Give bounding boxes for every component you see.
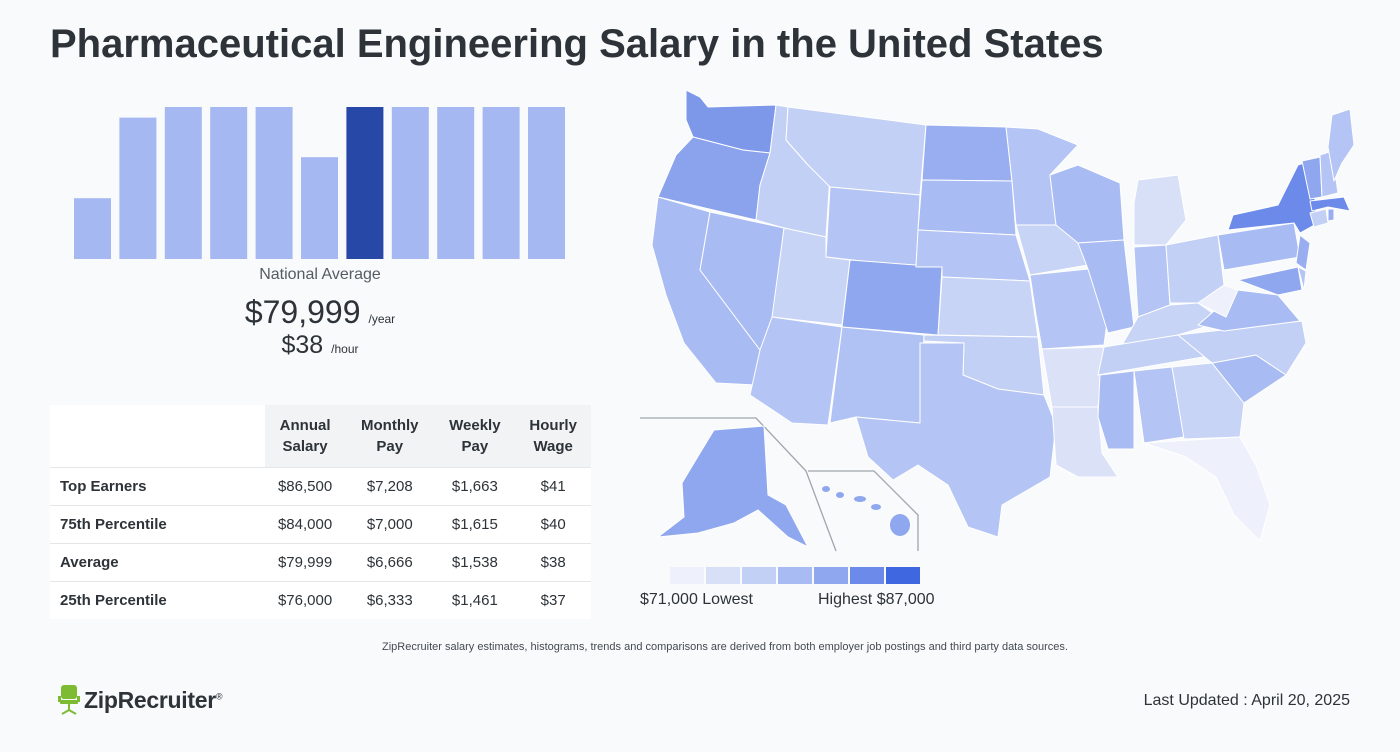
national-average-hourly: $38/hour: [50, 331, 590, 360]
table-header-blank: [50, 405, 265, 468]
histogram-bar: [255, 107, 293, 259]
state-florida: [1143, 436, 1271, 542]
histogram-bar-highlight: [346, 107, 384, 259]
salary-histogram: [74, 107, 565, 259]
state-kansas: [937, 276, 1039, 338]
cell-monthly: $7,000: [345, 505, 435, 544]
state-illinois: [1077, 239, 1135, 334]
cell-monthly: $6,333: [345, 581, 435, 619]
histogram-bar: [528, 107, 565, 259]
state-north-dakota: [921, 124, 1013, 182]
state-connecticut: [1309, 208, 1329, 228]
table-row: Average $79,999 $6,666 $1,538 $38: [50, 543, 591, 582]
state-rhode-island: [1327, 208, 1335, 222]
state-mississippi: [1097, 370, 1135, 450]
legend-swatch: [850, 567, 884, 584]
histogram-bar: [119, 117, 157, 259]
histogram-bar: [301, 157, 338, 259]
annual-value: $79,999: [244, 294, 361, 330]
cell-annual: $86,500: [265, 467, 346, 506]
cell-weekly: $1,615: [434, 505, 516, 544]
histogram-bar: [482, 107, 520, 259]
annual-unit: /year: [368, 312, 396, 326]
national-average-annual: $79,999/year: [50, 294, 590, 331]
state-new-jersey: [1295, 234, 1311, 271]
state-maryland: [1237, 266, 1303, 296]
state-hawaii: [822, 486, 910, 536]
hourly-value: $38: [281, 331, 324, 359]
header-annual-salary: Annual Salary: [265, 405, 346, 468]
cell-hourly: $38: [515, 543, 591, 582]
legend-swatch: [814, 567, 848, 584]
table-header-row: Annual Salary Monthly Pay Weekly Pay Hourly…: [50, 405, 591, 468]
legend-high-label: Highest $87,000: [818, 591, 935, 608]
chair-icon: [58, 685, 80, 715]
state-south-dakota: [917, 179, 1017, 236]
state-new-mexico: [829, 326, 925, 424]
cell-annual: $79,999: [265, 543, 346, 582]
row-label: 25th Percentile: [50, 581, 265, 619]
state-texas: [855, 342, 1057, 538]
row-label: 75th Percentile: [50, 505, 265, 544]
header-weekly-pay: Weekly Pay: [434, 405, 516, 468]
state-west-virginia: [1197, 284, 1239, 318]
legend-low-label: $71,000 Lowest: [640, 591, 753, 608]
histogram-bar: [210, 107, 248, 259]
legend-swatch: [670, 567, 704, 584]
state-colorado: [841, 259, 943, 336]
histogram-bar: [437, 107, 475, 259]
legend-swatch: [778, 567, 812, 584]
legend-swatch: [742, 567, 776, 584]
page-title: Pharmaceutical Engineering Salary in the…: [50, 22, 1104, 66]
us-salary-map: [640, 89, 1355, 552]
cell-hourly: $41: [515, 467, 591, 506]
hawaii-inset-border: [808, 470, 919, 551]
state-wyoming: [825, 186, 921, 268]
state-maine: [1327, 108, 1355, 182]
histogram-bar: [164, 107, 202, 259]
cell-hourly: $37: [515, 581, 591, 619]
state-michigan: [1133, 174, 1187, 246]
hourly-unit: /hour: [331, 342, 359, 356]
table-row: 75th Percentile $84,000 $7,000 $1,615 $4…: [50, 505, 591, 544]
state-north-carolina: [1177, 320, 1307, 376]
cell-monthly: $6,666: [345, 543, 435, 582]
state-georgia: [1171, 362, 1245, 440]
cell-monthly: $7,208: [345, 467, 435, 506]
legend-swatch: [886, 567, 920, 584]
header-monthly-pay: Monthly Pay: [345, 405, 435, 468]
state-indiana: [1133, 244, 1171, 318]
state-delaware: [1297, 266, 1307, 291]
cell-annual: $84,000: [265, 505, 346, 544]
national-average-label: National Average: [259, 266, 381, 283]
table-row: Top Earners $86,500 $7,208 $1,663 $41: [50, 467, 591, 506]
map-legend: [670, 567, 920, 584]
alaska-inset-border: [640, 417, 837, 552]
state-arkansas: [1041, 346, 1105, 408]
header-hourly-wage: Hourly Wage: [515, 405, 591, 468]
ziprecruiter-logo[interactable]: ZipRecruiter®: [58, 683, 223, 717]
legend-swatch: [706, 567, 740, 584]
cell-annual: $76,000: [265, 581, 346, 619]
table-row: 25th Percentile $76,000 $6,333 $1,461 $3…: [50, 581, 591, 619]
cell-weekly: $1,461: [434, 581, 516, 619]
salary-table: Annual Salary Monthly Pay Weekly Pay Hourly…: [50, 405, 591, 619]
brand-name: ZipRecruiter®: [84, 686, 223, 713]
cell-weekly: $1,538: [434, 543, 516, 582]
footnote: ZipRecruiter salary estimates, histogram…: [382, 641, 1068, 653]
state-massachusetts: [1309, 196, 1351, 212]
histogram-bar: [74, 198, 111, 259]
row-label: Top Earners: [50, 467, 265, 506]
histogram-bar: [391, 107, 429, 259]
cell-weekly: $1,663: [434, 467, 516, 506]
last-updated: Last Updated : April 20, 2025: [1143, 692, 1350, 709]
row-label: Average: [50, 543, 265, 582]
cell-hourly: $40: [515, 505, 591, 544]
state-alaska: [656, 425, 810, 549]
